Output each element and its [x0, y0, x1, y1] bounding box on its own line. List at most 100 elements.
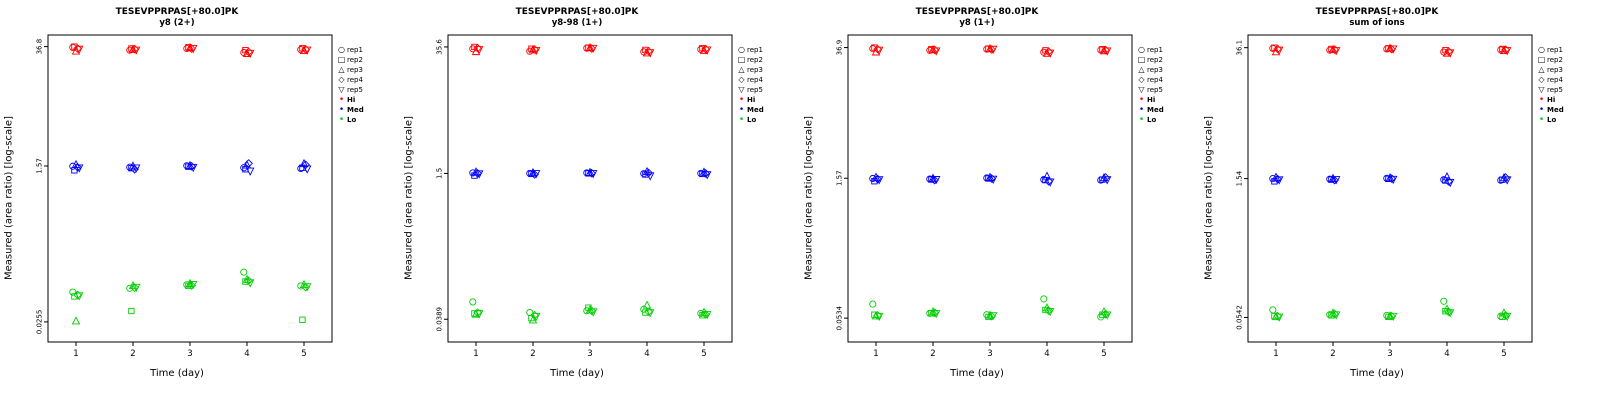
data-point: [697, 309, 705, 317]
legend-item: • Lo: [1136, 115, 1198, 125]
y-tick-label: 35.6: [436, 39, 444, 55]
y-tick-label: 0.0389: [436, 307, 444, 332]
legend-label: rep1: [347, 46, 363, 54]
y-tick-label: 36.8: [36, 39, 44, 55]
data-point: [1273, 44, 1282, 54]
x-tick-label: 5: [701, 349, 706, 359]
legend-item: • Hi: [336, 95, 398, 105]
triangle-down-icon: ▽: [738, 85, 745, 94]
data-point: [1274, 176, 1284, 185]
legend-label: Hi: [747, 96, 756, 104]
data-point: [988, 312, 998, 321]
data-point: [1387, 174, 1396, 183]
legend-item: ◇ rep4: [336, 75, 398, 85]
data-point: [473, 308, 482, 317]
chart-title-block: TESEVPPRPAS[+80.0]PK y8 (1+): [818, 6, 1136, 29]
legend-label: rep1: [1147, 46, 1163, 54]
data-point: [645, 309, 655, 318]
dot-icon: •: [338, 105, 345, 115]
data-point: [1445, 309, 1455, 318]
triangle-up-icon: △: [1138, 65, 1145, 74]
data-point: [1499, 308, 1509, 317]
circle-icon: ○: [338, 45, 345, 54]
dot-icon: •: [338, 115, 345, 125]
chart-subtitle: sum of ions: [1349, 18, 1405, 28]
data-point: [131, 46, 141, 55]
legend-label: rep3: [1147, 66, 1163, 74]
data-point: [930, 45, 939, 55]
plot-box: [847, 34, 1133, 343]
legend-label: rep1: [1547, 46, 1563, 54]
triangle-down-icon: ▽: [1538, 85, 1545, 94]
legend-item: • Med: [1136, 105, 1198, 115]
legend-item: ○ rep1: [1536, 45, 1598, 55]
legend-label: Hi: [347, 96, 356, 104]
legend-item: ◇ rep4: [1136, 75, 1198, 85]
data-point: [71, 316, 81, 325]
chart-title: TESEVPPRPAS[+80.0]PK: [915, 7, 1039, 17]
legend-label: Hi: [1147, 96, 1156, 104]
data-point: [528, 315, 538, 324]
data-point: [1273, 174, 1282, 184]
legend-item: • Lo: [1536, 115, 1598, 125]
x-tick-label: 5: [1101, 349, 1106, 359]
data-point: [873, 174, 882, 184]
data-point: [1502, 176, 1512, 185]
y-tick-label: 1.54: [1236, 170, 1244, 186]
x-tick-label: 2: [130, 349, 135, 359]
legend-item: • Lo: [736, 115, 798, 125]
square-icon: □: [1137, 55, 1146, 64]
data-point: [1330, 309, 1339, 319]
data-point: [187, 44, 196, 54]
data-point: [244, 159, 253, 168]
legend-item: △ rep3: [336, 65, 398, 75]
x-axis-label: Time (day): [950, 368, 1004, 379]
triangle-up-icon: △: [738, 65, 745, 74]
legend-label: rep4: [747, 76, 763, 84]
data-point: [474, 46, 484, 55]
data-point: [528, 167, 538, 177]
data-point: [242, 48, 252, 57]
data-point: [530, 170, 539, 179]
dot-icon: •: [1138, 115, 1145, 125]
data-point: [530, 45, 539, 54]
x-tick-label: 3: [1387, 349, 1392, 359]
data-point: [931, 47, 941, 56]
y-tick-label: 0.0534: [836, 305, 844, 330]
legend-label: Hi: [1547, 96, 1556, 104]
circle-icon: ○: [1138, 45, 1145, 54]
data-point: [1101, 309, 1110, 319]
data-point: [1440, 297, 1448, 305]
x-tick-label: 2: [1330, 349, 1335, 359]
data-point: [1388, 175, 1398, 185]
legend-item: △ rep3: [736, 65, 798, 75]
data-point: [1045, 178, 1055, 187]
data-point: [1445, 49, 1455, 58]
chart-panel-sum-of-ions: TESEVPPRPAS[+80.0]PK sum of ions Measure…: [1200, 0, 1600, 400]
data-point: [299, 316, 306, 323]
data-point: [1388, 312, 1398, 322]
dot-icon: •: [738, 105, 745, 115]
data-point: [930, 308, 939, 317]
data-point: [130, 44, 139, 54]
plot-box: [47, 34, 333, 343]
data-point: [131, 164, 141, 173]
data-point: [587, 44, 596, 53]
data-point: [587, 168, 596, 178]
diamond-icon: ◇: [1138, 75, 1145, 84]
data-point: [1102, 311, 1112, 320]
data-point: [644, 307, 653, 317]
data-point: [928, 46, 935, 53]
x-tick-label: 5: [301, 349, 306, 359]
chart-panel-y8-1plus: TESEVPPRPAS[+80.0]PK y8 (1+) Measured (a…: [800, 0, 1200, 400]
legend-label: rep3: [1547, 66, 1563, 74]
data-point: [187, 281, 196, 290]
legend: ○ rep1 □ rep2 △ rep3 ◇ rep4 ▽ rep5 • Hi • Med • Lo: [336, 31, 398, 366]
legend-item: ◇ rep4: [736, 75, 798, 85]
data-point: [1502, 312, 1512, 322]
data-point: [988, 45, 998, 55]
data-point: [1328, 173, 1338, 182]
legend-label: rep1: [747, 46, 763, 54]
data-point: [988, 175, 998, 185]
data-point: [1102, 47, 1112, 56]
